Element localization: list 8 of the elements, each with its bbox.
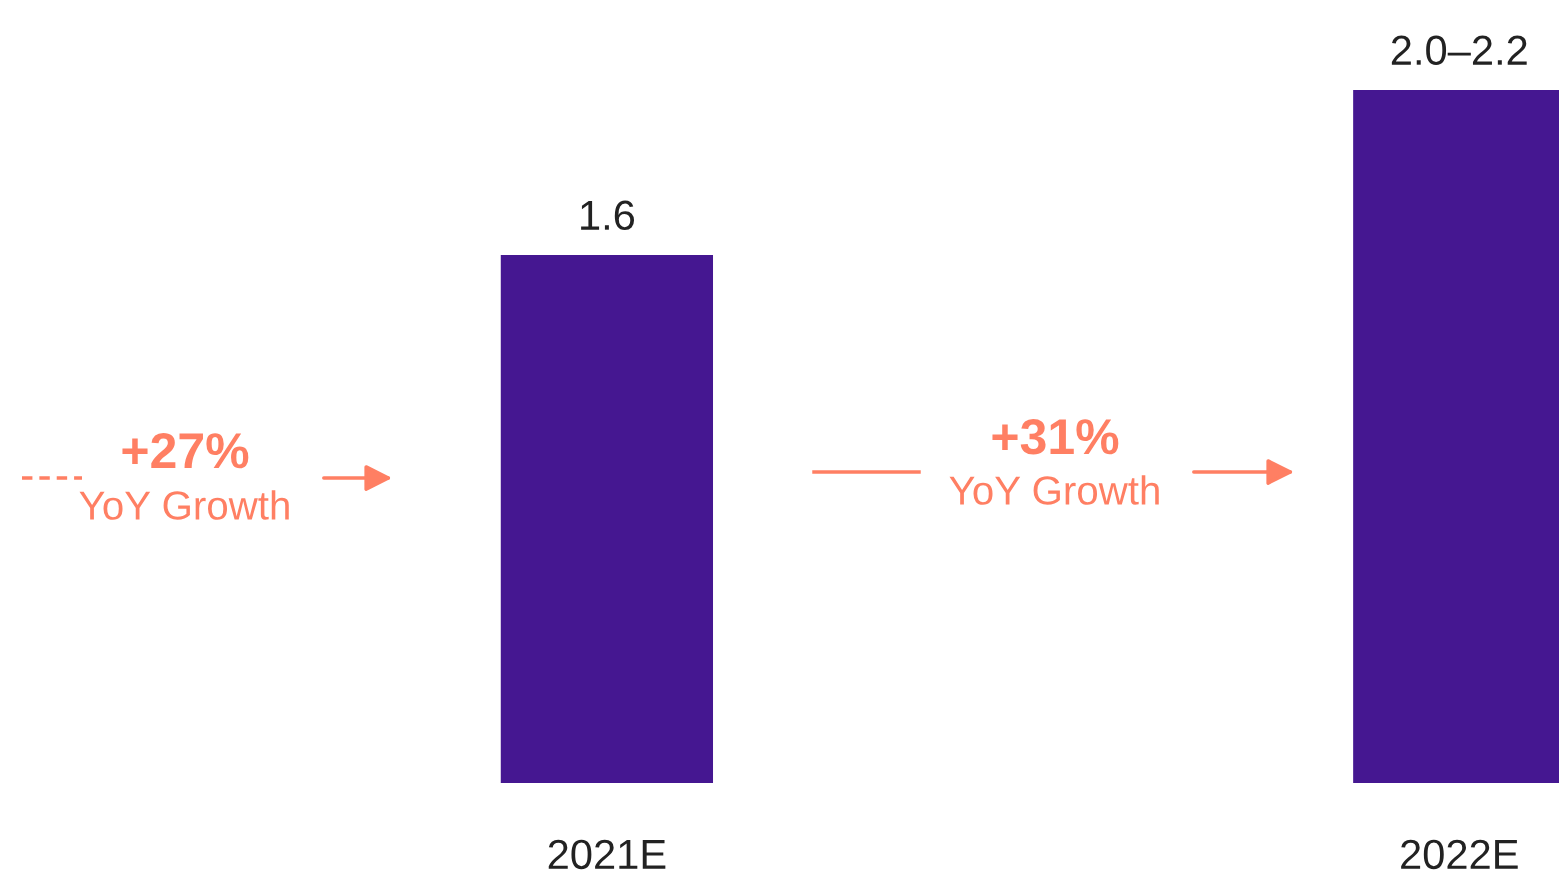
annotation: YoY Growth xyxy=(949,475,1159,505)
data-label: 1.6 xyxy=(581,200,635,231)
x-tick-label: 2021E xyxy=(548,839,666,870)
annotation: +27% xyxy=(122,433,249,469)
annotation: YoY Growth xyxy=(79,490,289,520)
annotation: +31% xyxy=(992,419,1119,455)
data-label: 2.0–2.2 xyxy=(1391,35,1527,66)
x-tick-label: 2022E xyxy=(1401,839,1518,870)
